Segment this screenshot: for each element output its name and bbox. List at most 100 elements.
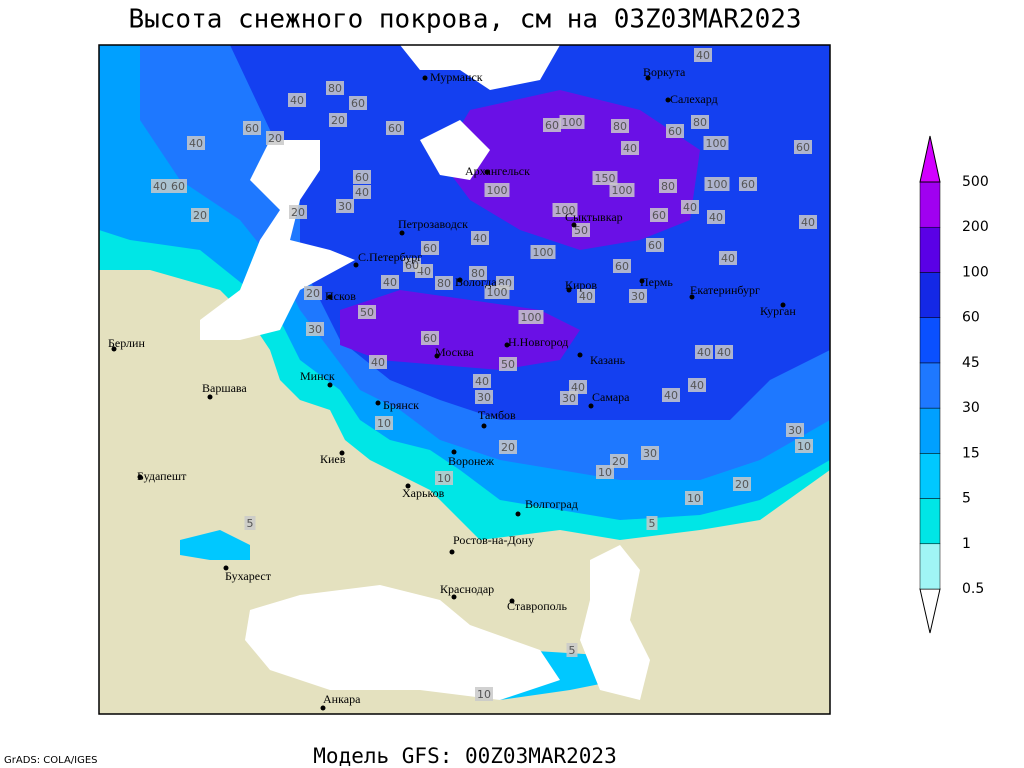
city-label: Курган: [760, 304, 796, 318]
contour-label: 20: [331, 114, 345, 127]
contour-label: 60: [423, 332, 437, 345]
contour-label: 20: [501, 441, 515, 454]
city-label: Берлин: [108, 336, 145, 350]
contour-label: 40: [473, 232, 487, 245]
label-box: [739, 177, 757, 191]
city-label: Тамбов: [478, 408, 516, 422]
city-dot: [137, 474, 143, 480]
city-label: Будапешт: [137, 469, 187, 483]
label-box: [304, 286, 322, 300]
city-label: Псков: [325, 289, 356, 303]
contour-label: 60: [741, 178, 755, 191]
city-dot: [484, 169, 490, 175]
legend-swatch: [919, 317, 941, 364]
city-dot: [645, 75, 651, 81]
city-label: Варшава: [202, 381, 247, 395]
city-dot: [451, 449, 457, 455]
label-box: [611, 119, 629, 133]
city-dot: [327, 294, 333, 300]
legend-label: 500: [962, 174, 989, 190]
contour-label: 40: [721, 252, 735, 265]
city-dot: [449, 549, 455, 555]
contour-label: 40: [371, 356, 385, 369]
city-label: Ставрополь: [507, 599, 567, 613]
contour-label: 100: [612, 184, 633, 197]
city-label: Вологда: [455, 275, 497, 289]
label-box: [691, 115, 709, 129]
title: Высота снежного покрова, см на 03Z03MAR2…: [128, 5, 801, 35]
contour-label: 100: [533, 246, 554, 259]
city-dot: [339, 450, 345, 456]
contour-label: 40: [153, 180, 167, 193]
contour-label: 5: [247, 517, 254, 530]
city-dot: [399, 230, 405, 236]
legend-swatch: [919, 407, 941, 454]
sea: [245, 585, 560, 700]
city-label: Киров: [565, 278, 597, 292]
contour-label: 10: [687, 492, 701, 505]
contour-label: 30: [631, 290, 645, 303]
city-dot: [422, 75, 428, 81]
city-dot: [588, 403, 594, 409]
contour-label: 100: [521, 311, 542, 324]
contour-label: 40: [355, 186, 369, 199]
contour-label: 80: [613, 120, 627, 133]
city-dot: [405, 483, 411, 489]
legend-label: 100: [962, 264, 989, 280]
city-label: Петрозаводск: [398, 217, 468, 231]
contour-label: 60: [245, 122, 259, 135]
city-dot: [665, 97, 671, 103]
contour-label: 40: [623, 142, 637, 155]
label-box: [306, 322, 324, 336]
contour-label: 50: [360, 306, 374, 319]
city-label: Пермь: [640, 275, 673, 289]
label-box: [629, 289, 647, 303]
contour-label: 20: [193, 209, 207, 222]
footer: Модель GFS: 00Z03MAR2023: [313, 744, 616, 768]
city-label: Сыктывкар: [565, 210, 623, 224]
label-box: [560, 391, 578, 405]
contour-label: 20: [268, 132, 282, 145]
snow-area: [440, 90, 700, 250]
contour-label: 40: [475, 375, 489, 388]
legend-label: 1: [962, 536, 971, 552]
sea: [580, 545, 650, 700]
contour-label: 40: [383, 276, 397, 289]
contour-label: 60: [423, 242, 437, 255]
contour-label: 40: [709, 211, 723, 224]
contour-label: 10: [797, 440, 811, 453]
label-box: [187, 136, 205, 150]
label-box: [358, 305, 376, 319]
contour-label: 30: [308, 323, 322, 336]
contour-label: 20: [291, 206, 305, 219]
city-label: Волгоград: [525, 497, 578, 511]
city-label: Брянск: [383, 398, 419, 412]
label-box: [552, 203, 578, 217]
snow-area: [180, 530, 250, 560]
contour-label: 100: [706, 137, 727, 150]
label-box: [695, 345, 713, 359]
contour-label: 20: [735, 478, 749, 491]
contour-label: 80: [437, 277, 451, 290]
city-dot: [566, 287, 572, 293]
contour-label: 100: [487, 286, 508, 299]
city-label: Минск: [300, 369, 335, 383]
label-box: [786, 423, 804, 437]
contour-label: 50: [574, 224, 588, 237]
label-box: [326, 81, 344, 95]
label-box: [621, 141, 639, 155]
contour-label: 60: [796, 141, 810, 154]
contour-label: 100: [555, 204, 576, 217]
city-label: Екатеринбург: [690, 283, 760, 297]
city-dot: [639, 278, 645, 284]
contour-label: 60: [652, 209, 666, 222]
city-label: Казань: [590, 353, 626, 367]
contour-label: 30: [562, 392, 576, 405]
label-box: [703, 136, 729, 150]
credit: GrADS: COLA/IGES: [4, 755, 98, 766]
city-dot: [223, 565, 229, 571]
legend-label: 200: [962, 219, 989, 235]
label-box: [609, 183, 635, 197]
contour-label: 60: [405, 259, 419, 272]
